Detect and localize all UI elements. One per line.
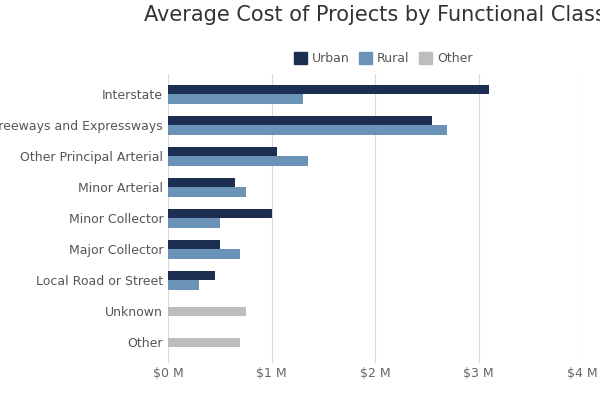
Bar	[168, 85, 489, 94]
Bar	[168, 307, 245, 316]
Legend: Urban, Rural, Other: Urban, Rural, Other	[289, 47, 478, 70]
Bar	[168, 249, 241, 259]
Bar	[168, 240, 220, 249]
Bar	[168, 187, 245, 197]
Bar	[168, 94, 302, 104]
Bar	[168, 116, 432, 125]
Bar	[168, 218, 220, 228]
Bar	[168, 178, 235, 187]
Bar	[168, 338, 241, 347]
Bar	[168, 209, 271, 218]
Bar	[168, 147, 277, 156]
Bar	[168, 271, 215, 281]
Bar	[168, 281, 199, 290]
Title: Average Cost of Projects by Functional Class: Average Cost of Projects by Functional C…	[144, 5, 600, 26]
Bar	[168, 156, 308, 166]
Bar	[168, 125, 448, 135]
